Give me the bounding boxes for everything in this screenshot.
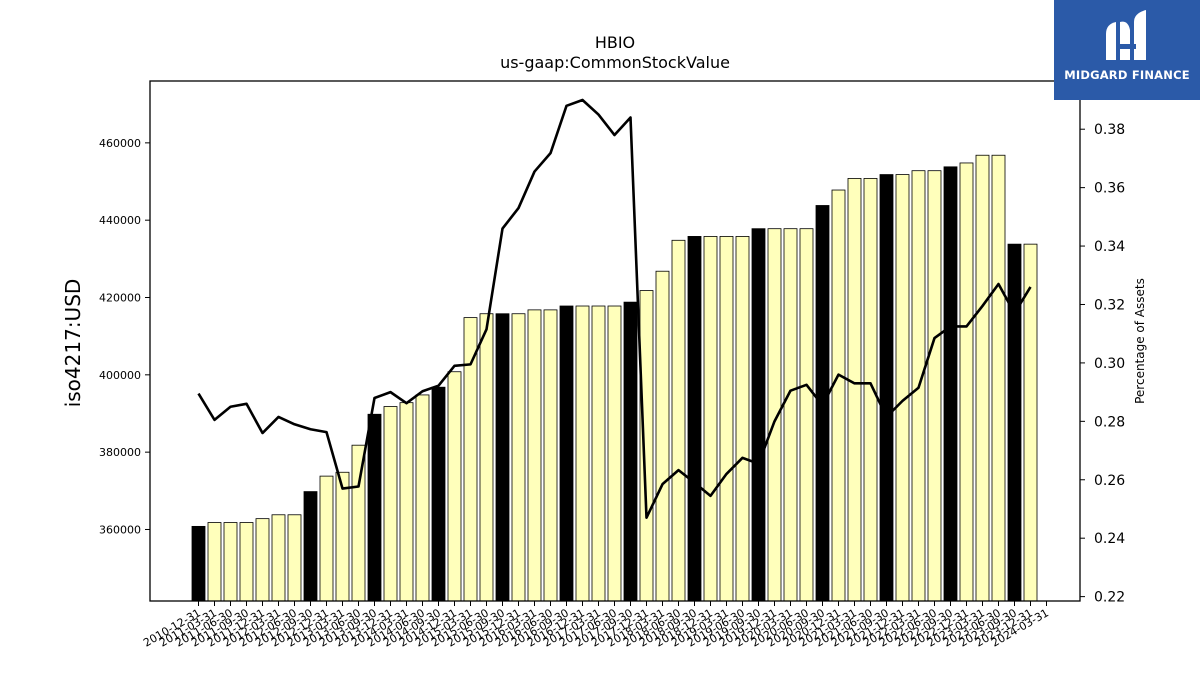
bar — [991, 154, 1006, 602]
bar — [383, 406, 398, 602]
bar-series — [191, 154, 1038, 602]
bar — [927, 170, 942, 602]
bar — [191, 525, 206, 602]
bar — [703, 236, 718, 602]
y2-tick-label: 0.24 — [1094, 531, 1125, 547]
bar — [1007, 243, 1022, 602]
bar — [543, 309, 558, 602]
axes: 360000 380000 400000 420000 440000 460000 0.22… — [99, 80, 1125, 650]
bar — [495, 313, 510, 602]
bar — [735, 236, 750, 602]
bar — [943, 166, 958, 602]
bar — [415, 394, 430, 602]
bar — [479, 313, 494, 602]
bar — [431, 386, 446, 602]
bar — [591, 305, 606, 602]
y2-tick-label: 0.32 — [1094, 297, 1125, 313]
chart-subtitle: us-gaap:CommonStockValue — [500, 53, 730, 72]
percentage-line — [197, 98, 1032, 520]
y-tick-label: 400000 — [99, 369, 141, 382]
bar — [287, 514, 302, 602]
bar — [655, 270, 670, 602]
bar — [719, 236, 734, 602]
y2-tick-label: 0.30 — [1094, 356, 1125, 372]
y-tick-label: 380000 — [99, 446, 141, 459]
bar — [975, 154, 990, 602]
bar — [511, 313, 526, 602]
y2-tick-label: 0.22 — [1094, 590, 1125, 606]
bar — [1023, 243, 1038, 602]
bar — [879, 174, 894, 602]
bar — [959, 162, 974, 602]
bar — [367, 413, 382, 602]
y2-tick-label: 0.34 — [1094, 239, 1125, 255]
bar — [831, 189, 846, 602]
bar — [799, 228, 814, 602]
logo-mark-icon — [1106, 10, 1146, 60]
bar — [303, 491, 318, 602]
bar — [623, 301, 638, 602]
y2-tick-label: 0.28 — [1094, 414, 1125, 430]
bar — [639, 290, 654, 602]
bar — [335, 471, 350, 602]
logo: MIDGARD FINANCE — [1054, 0, 1200, 100]
bar — [671, 239, 686, 602]
bar — [223, 522, 238, 602]
y2-tick-label: 0.38 — [1094, 122, 1125, 138]
bar — [527, 309, 542, 602]
bar — [447, 371, 462, 602]
bar — [847, 178, 862, 602]
bar — [687, 236, 702, 602]
line-series — [197, 98, 1032, 520]
y-tick-label: 440000 — [99, 214, 141, 227]
bar — [319, 475, 334, 602]
y-tick-label: 360000 — [99, 523, 141, 536]
bar — [863, 178, 878, 602]
bar — [463, 317, 478, 602]
y2-tick-label: 0.36 — [1094, 181, 1125, 197]
logo-text: MIDGARD FINANCE — [1064, 68, 1190, 82]
y-tick-label: 420000 — [99, 292, 141, 305]
y-tick-label: 460000 — [99, 137, 141, 150]
bar — [239, 522, 254, 602]
bar — [895, 174, 910, 602]
y-axis-label: iso4217:USD — [61, 279, 85, 408]
bar — [255, 518, 270, 602]
y2-axis-label: Percentage of Assets — [1133, 278, 1147, 404]
y2-tick-label: 0.26 — [1094, 473, 1125, 489]
bar — [751, 228, 766, 602]
bar — [207, 522, 222, 602]
bar — [559, 305, 574, 602]
bar — [271, 514, 286, 602]
bar — [607, 305, 622, 602]
chart-title: HBIO — [595, 33, 635, 52]
bar — [575, 305, 590, 602]
bar — [783, 228, 798, 602]
bar — [399, 402, 414, 602]
